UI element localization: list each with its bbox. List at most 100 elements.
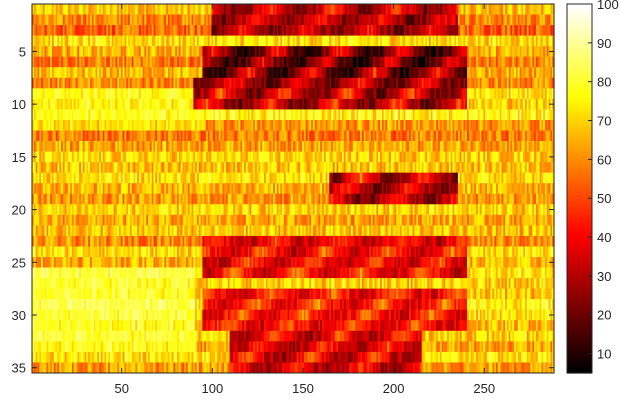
heatmap-cell (332, 172, 336, 184)
heatmap-cell (158, 88, 162, 100)
heatmap-cell (361, 130, 365, 142)
heatmap-cell (434, 56, 437, 68)
heatmap-cell (340, 67, 343, 79)
heatmap-cell (68, 130, 71, 142)
heatmap-cell (102, 172, 106, 184)
heatmap-cell (432, 46, 435, 58)
heatmap-cell (311, 98, 314, 110)
heatmap-cell (309, 98, 312, 110)
heatmap-cell (425, 88, 428, 100)
heatmap-cell (296, 56, 300, 68)
heatmap-cell (461, 162, 464, 173)
heatmap-cell (235, 172, 238, 184)
heatmap-cell (356, 109, 359, 121)
heatmap-cell (117, 77, 120, 89)
heatmap-cell (39, 151, 42, 163)
heatmap-cell (338, 67, 341, 79)
heatmap-cell (175, 25, 178, 36)
heatmap-cell (293, 141, 296, 152)
heatmap-cell (245, 25, 249, 36)
heatmap-cell (122, 172, 126, 184)
heatmap-cell (119, 25, 122, 36)
heatmap-cell (33, 67, 37, 79)
heatmap-cell (111, 109, 115, 121)
heatmap-cell (548, 109, 551, 121)
heatmap-cell (182, 4, 185, 15)
heatmap-cell (51, 25, 55, 36)
heatmap-cell (142, 130, 145, 142)
heatmap-cell (523, 130, 526, 142)
heatmap-cell (233, 4, 236, 15)
heatmap-cell (414, 172, 417, 184)
heatmap-cell (269, 151, 272, 163)
heatmap-cell (264, 56, 267, 68)
heatmap-cell (79, 25, 82, 36)
heatmap-cell (273, 46, 276, 58)
heatmap-cell (314, 98, 318, 110)
heatmap-cell (412, 172, 416, 184)
heatmap-cell (84, 35, 87, 47)
heatmap-cell (336, 141, 339, 152)
heatmap-cell (100, 88, 104, 100)
heatmap-cell (184, 35, 187, 47)
heatmap-cell (365, 4, 368, 15)
heatmap-cell (37, 183, 40, 195)
heatmap-cell (467, 88, 470, 100)
heatmap-cell (303, 14, 307, 26)
heatmap-cell (258, 35, 261, 47)
heatmap-cell (280, 4, 283, 15)
heatmap-cell (358, 35, 361, 47)
heatmap-cell (90, 172, 93, 184)
heatmap-cell (148, 77, 151, 89)
heatmap-cell (381, 46, 385, 58)
heatmap-cell (80, 172, 84, 184)
heatmap-cell (510, 46, 513, 58)
heatmap-cell (450, 14, 454, 26)
heatmap-cell (70, 4, 73, 15)
heatmap-cell (394, 162, 397, 173)
heatmap-cell (42, 88, 46, 100)
heatmap-cell (387, 4, 390, 15)
heatmap-cell (75, 130, 78, 142)
heatmap-cell (267, 119, 271, 131)
heatmap-cell (434, 25, 437, 36)
heatmap-cell (124, 88, 127, 100)
heatmap-cell (267, 151, 271, 163)
heatmap-cell (213, 4, 216, 15)
heatmap-cell (191, 119, 194, 131)
heatmap-cell (146, 109, 149, 121)
heatmap-cell (195, 141, 198, 152)
heatmap-cell (347, 35, 350, 47)
heatmap-cell (494, 67, 497, 79)
heatmap-cell (550, 4, 553, 15)
heatmap-cell (334, 98, 338, 110)
heatmap-cell (178, 46, 182, 58)
heatmap-cell (247, 46, 251, 58)
heatmap-cell (548, 25, 551, 36)
heatmap-cell (544, 14, 548, 26)
heatmap-cell (343, 46, 347, 58)
heatmap-cell (537, 172, 541, 184)
heatmap-cell (343, 14, 347, 26)
heatmap-cell (539, 14, 542, 26)
heatmap-cell (138, 4, 142, 15)
heatmap-cell (318, 77, 321, 89)
heatmap-cell (158, 98, 162, 110)
heatmap-cell (530, 4, 533, 15)
heatmap-cell (360, 141, 363, 152)
heatmap-cell (307, 109, 310, 121)
heatmap-cell (459, 162, 463, 173)
heatmap-cell (456, 141, 459, 152)
heatmap-cell (233, 25, 236, 36)
heatmap-cell (291, 162, 294, 173)
heatmap-cell (184, 56, 187, 68)
heatmap-cell (398, 88, 401, 100)
heatmap-cell (171, 162, 174, 173)
heatmap-cell (534, 4, 537, 15)
heatmap-cell (318, 88, 321, 100)
heatmap-cell (247, 119, 251, 131)
heatmap-cell (50, 141, 53, 152)
heatmap-cell (456, 98, 459, 110)
heatmap-cell (506, 77, 510, 89)
heatmap-cell (345, 162, 348, 173)
